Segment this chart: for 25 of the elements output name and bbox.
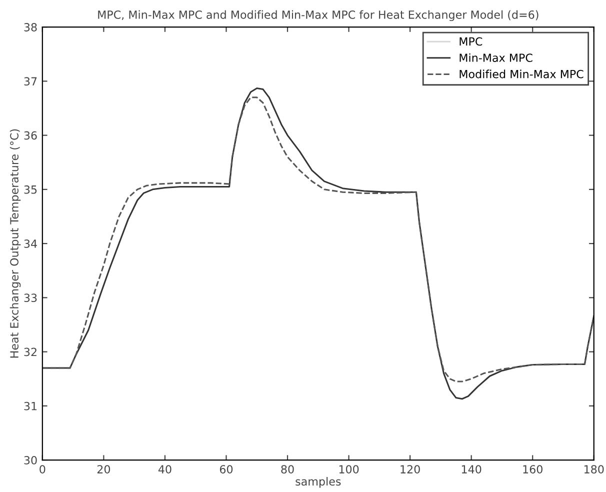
y-tick-label: 33 xyxy=(24,294,37,302)
x-tick-label: 80 xyxy=(281,465,294,474)
y-tick-label: 34 xyxy=(24,240,37,248)
legend-label: Min-Max MPC xyxy=(460,53,532,62)
x-tick-label: 180 xyxy=(584,465,604,474)
x-axis-title: samples xyxy=(296,477,341,488)
y-tick-label: 30 xyxy=(24,456,37,464)
x-tick-label: 0 xyxy=(40,465,46,474)
chart-title: MPC, Min-Max MPC and Modified Min-Max MPC for Heat Exchanger Model (d=6) xyxy=(98,10,538,22)
y-tick-label: 35 xyxy=(24,185,37,194)
x-tick-label: 20 xyxy=(97,465,110,474)
y-axis-title: Heat Exchanger Output Temperature (°C) xyxy=(10,129,21,358)
y-tick-label: 36 xyxy=(24,131,37,140)
x-tick-label: 120 xyxy=(400,465,420,474)
x-tick-label: 100 xyxy=(339,465,359,474)
x-tick-label: 160 xyxy=(523,465,542,474)
y-tick-label: 38 xyxy=(24,23,37,32)
legend-label: MPC xyxy=(460,37,482,46)
legend-label: Modified Min-Max MPC xyxy=(460,70,584,78)
x-tick-label: 40 xyxy=(158,465,172,474)
x-tick-label: 60 xyxy=(220,465,233,474)
x-tick-label: 140 xyxy=(462,465,482,474)
y-tick-label: 37 xyxy=(24,77,37,86)
y-tick-label: 31 xyxy=(24,402,37,410)
y-tick-label: 32 xyxy=(24,348,36,356)
